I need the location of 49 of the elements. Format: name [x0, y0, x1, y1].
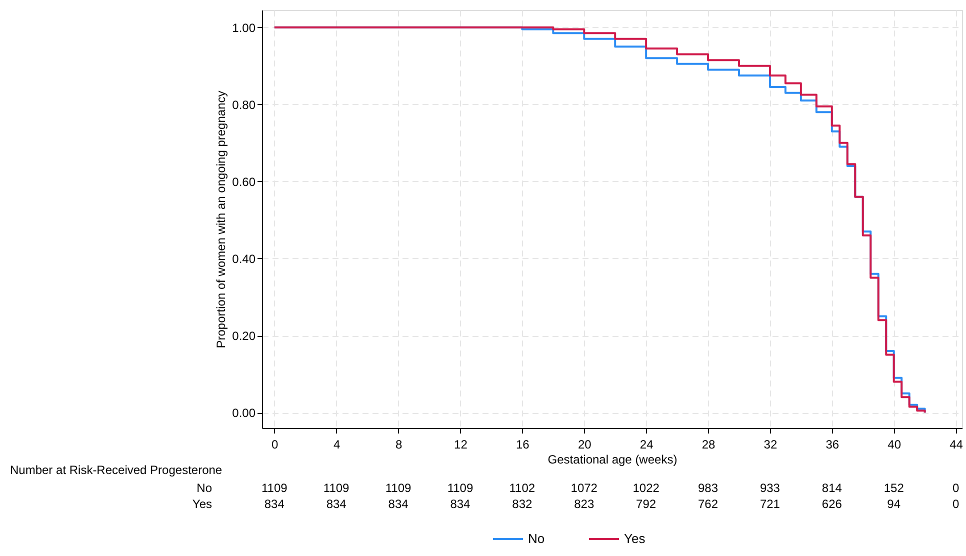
text: 834 [388, 497, 409, 511]
text: 1109 [323, 481, 350, 495]
text: 1022 [632, 481, 660, 495]
text: 94 [887, 497, 901, 511]
x-tick-label: 8 [395, 438, 402, 452]
x-tick-label: 16 [516, 438, 530, 452]
text: 1102 [509, 481, 536, 495]
text: 814 [822, 481, 842, 495]
x-tick-label: 20 [578, 438, 592, 452]
y-tick-label: 1.00 [232, 20, 256, 35]
x-tick-label: 36 [826, 438, 840, 452]
legend-label: Yes [624, 531, 646, 546]
text: 1109 [447, 481, 474, 495]
x-tick-label: 24 [640, 438, 654, 452]
text: 0 [952, 497, 960, 511]
text: 834 [264, 497, 285, 511]
x-tick-label: 4 [333, 438, 340, 452]
legend-label: No [528, 531, 545, 546]
text: 983 [698, 481, 718, 495]
y-tick-label: 0.60 [232, 174, 256, 189]
y-axis-title: Proportion of women with an ongoing pregnancy [214, 90, 228, 348]
text: 0 [952, 481, 960, 495]
x-tick-label: 12 [454, 438, 468, 452]
y-tick-label: 0.80 [232, 98, 256, 112]
text: No [196, 481, 212, 495]
text: 1109 [385, 481, 412, 495]
text: 792 [636, 497, 656, 511]
text: 626 [822, 497, 842, 511]
text: 832 [512, 497, 533, 511]
x-tick-label: 40 [888, 438, 902, 452]
x-tick-label: 32 [764, 438, 778, 452]
y-tick-label: 0.40 [232, 252, 256, 266]
text: 834 [450, 497, 471, 511]
x-tick-label: 28 [702, 438, 716, 452]
text: 762 [698, 497, 718, 511]
text: 1109 [261, 481, 288, 495]
text: 823 [574, 497, 594, 511]
y-tick-label: 0.20 [232, 329, 256, 344]
text: 933 [760, 481, 780, 495]
y-tick-label: 0.00 [232, 406, 256, 420]
x-tick-label: 44 [950, 438, 964, 452]
x-axis-title: Gestational age (weeks) [548, 452, 678, 466]
text: 152 [884, 481, 904, 495]
x-tick-label: 0 [272, 438, 279, 452]
text: Yes [192, 497, 212, 511]
text: 1072 [570, 481, 598, 495]
text: 834 [326, 497, 347, 511]
text: Number at Risk-Received Progesterone [10, 463, 222, 477]
text: 721 [760, 497, 780, 511]
